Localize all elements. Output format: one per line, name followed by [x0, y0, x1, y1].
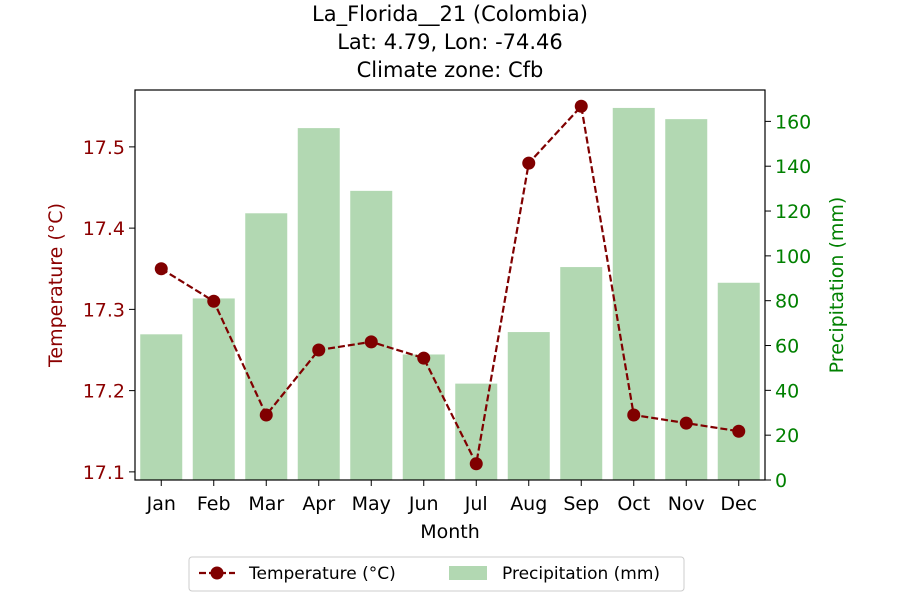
temperature-point-nov: [679, 416, 693, 430]
x-tick-label-jul: Jul: [464, 493, 488, 515]
precipitation-bar-dec: [717, 282, 760, 480]
temperature-point-jan: [154, 262, 168, 276]
x-tick-label-apr: Apr: [302, 493, 335, 515]
temperature-point-aug: [522, 156, 536, 170]
temperature-point-sep: [574, 99, 588, 113]
precipitation-bar-feb: [192, 298, 235, 480]
right-y-tick-label: 60: [775, 336, 799, 358]
temperature-point-feb: [207, 294, 221, 308]
temperature-point-mar: [259, 408, 273, 422]
right-y-tick-label: 80: [775, 291, 799, 313]
temperature-point-oct: [627, 408, 641, 422]
temperature-axis: 17.1 17.2 17.3 17.4 17.5: [83, 137, 135, 484]
precipitation-bar-mar: [245, 213, 288, 480]
x-tick-label-jun: Jun: [408, 493, 439, 515]
chart-title-line-climate-zone: Climate zone: Cfb: [357, 58, 544, 82]
chart-title-line-station: La_Florida__21 (Colombia): [312, 2, 588, 27]
x-tick-label-mar: Mar: [248, 493, 284, 515]
precipitation-bar-apr: [297, 128, 340, 480]
x-axis-label: Month: [420, 521, 480, 543]
precipitation-bar-jan: [140, 334, 183, 480]
temperature-point-dec: [732, 424, 746, 438]
right-y-tick-label: 20: [775, 425, 799, 447]
temperature-point-apr: [312, 343, 326, 357]
precipitation-bar-sep: [560, 267, 603, 480]
x-tick-label-aug: Aug: [510, 493, 547, 515]
precipitation-bar-oct: [612, 107, 655, 481]
x-tick-label-jan: Jan: [146, 493, 176, 515]
temperature-line: [160, 105, 739, 465]
x-tick-label-sep: Sep: [563, 493, 599, 515]
right-y-tick-label: 160: [775, 111, 811, 133]
temperature-point-jun: [417, 351, 431, 365]
left-y-tick-label: 17.5: [83, 137, 125, 159]
temperature-point-may: [364, 335, 378, 349]
plot-area-frame: [134, 89, 766, 481]
legend-precipitation-label: Precipitation (mm): [502, 564, 660, 584]
chart-title-line-coordinates: Lat: 4.79, Lon: -74.46: [337, 30, 563, 54]
left-y-tick-label: 17.2: [83, 381, 125, 403]
right-y-tick-label: 100: [775, 246, 811, 268]
legend-temperature-label: Temperature (°C): [248, 564, 396, 584]
legend-precipitation-swatch: [449, 566, 487, 580]
left-y-tick-label: 17.3: [83, 299, 125, 321]
precipitation-axis: 0 20 40 60 80 100 120 140 160: [765, 111, 811, 492]
x-tick-label-feb: Feb: [197, 493, 231, 515]
right-y-axis-label: Precipitation (mm): [826, 197, 848, 374]
temperature-line-layer: [154, 99, 746, 471]
x-tick-label-may: May: [352, 493, 391, 515]
right-y-tick-label: 0: [775, 470, 787, 492]
precipitation-bar-jun: [402, 354, 445, 480]
left-y-tick-label: 17.4: [83, 218, 125, 240]
legend-box: [188, 556, 685, 592]
right-y-tick-label: 40: [775, 380, 799, 402]
precipitation-bars: [140, 107, 760, 481]
right-y-tick-label: 120: [775, 201, 811, 223]
right-y-tick-label: 140: [775, 156, 811, 178]
left-y-axis-label: Temperature (°C): [45, 203, 67, 368]
legend: Temperature (°C) Precipitation (mm): [188, 556, 685, 592]
left-y-tick-label: 17.1: [83, 462, 125, 484]
month-axis: Jan Feb Mar Apr May Jun Jul Aug Sep Oct Nov Dec: [146, 480, 757, 515]
chart-title: La_Florida__21 (Colombia) Lat: 4.79, Lon…: [312, 2, 588, 82]
temperature-point-jul: [469, 457, 483, 471]
x-tick-label-dec: Dec: [720, 493, 757, 515]
x-tick-label-oct: Oct: [617, 493, 650, 515]
precipitation-bar-aug: [507, 332, 550, 480]
x-tick-label-nov: Nov: [668, 493, 705, 515]
legend-temperature-swatch-marker: [210, 566, 224, 580]
